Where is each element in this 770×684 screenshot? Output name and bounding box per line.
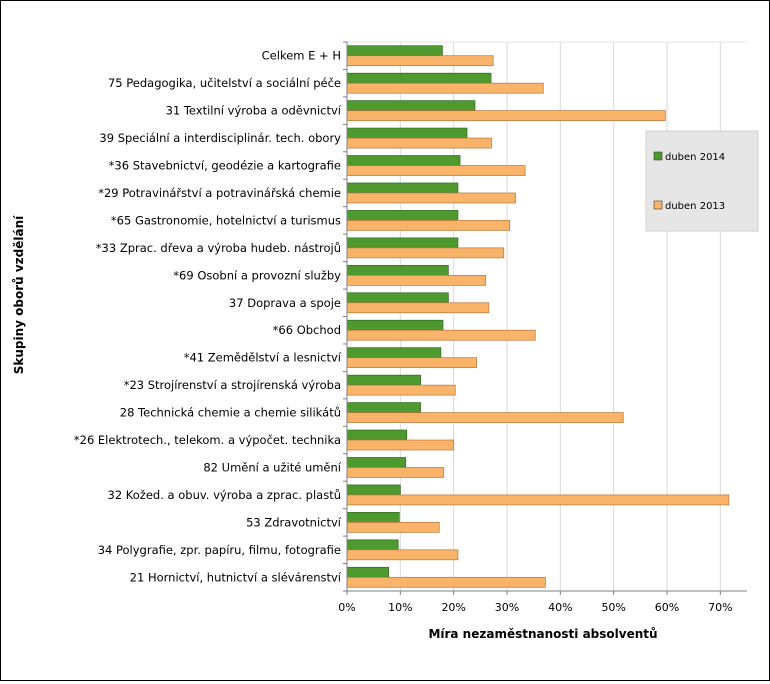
bar-duben-2013	[346, 220, 511, 231]
x-tick-label: 30%	[495, 601, 519, 614]
category-label: 37 Doprava a spoje	[229, 296, 341, 310]
bar-duben-2013	[346, 329, 536, 341]
x-axis-title: Míra nezaměstnanosti absolventů	[428, 627, 657, 641]
legend-label-duben-2013: duben 2013	[665, 201, 725, 212]
category-label: 82 Umění a užité umění	[203, 460, 341, 474]
bar-duben-2013	[346, 165, 526, 176]
bar-duben-2014	[346, 484, 401, 496]
bar-duben-2013	[346, 55, 494, 67]
bar-duben-2014	[346, 566, 389, 578]
category-labels: Celkem E + H 75 Pedagogika, učitelství a …	[74, 49, 342, 585]
category-label: 28 Technická chemie a chemie silikátů	[120, 406, 341, 420]
bar-duben-2014	[346, 264, 449, 276]
bar-duben-2013	[346, 357, 477, 369]
bar-duben-2013	[346, 110, 666, 121]
x-tick-label: 20%	[441, 601, 465, 614]
bar-duben-2013	[346, 494, 730, 506]
bar-duben-2013	[346, 549, 459, 561]
category-label: 31 Textilní výroba a oděvnictví	[166, 104, 342, 118]
bar-duben-2013	[346, 82, 544, 94]
axis-layer: 0% 10% 20% 30% 40% 50% 60% 70%	[338, 41, 747, 614]
bar-duben-2014	[346, 539, 399, 551]
bar-duben-2014	[346, 182, 459, 194]
bar-duben-2014	[346, 292, 449, 304]
category-label: *69 Osobní a provozní služby	[173, 268, 341, 282]
bar-duben-2013	[346, 192, 516, 204]
category-label: 53 Zdravotnictví	[246, 515, 342, 529]
category-label: *23 Strojírenství a strojírenská výroba	[124, 378, 341, 392]
bar-duben-2013	[346, 412, 624, 423]
category-label: 32 Kožed. a obuv. výroba a zprac. plastů	[108, 488, 341, 502]
bar-duben-2014	[346, 210, 459, 221]
bar-duben-2014	[346, 319, 444, 331]
category-label: 39 Speciální a interdisciplinár. tech. o…	[99, 131, 341, 145]
bar-duben-2013	[346, 137, 492, 149]
category-label: *41 Zemědělství a lesnictví	[184, 351, 342, 365]
bar-duben-2014	[346, 127, 468, 139]
x-tick-label: 70%	[708, 601, 732, 614]
bar-duben-2013	[346, 439, 455, 451]
bar-duben-2014	[346, 347, 442, 359]
legend-box	[645, 130, 759, 232]
x-tick-label: 60%	[655, 601, 679, 614]
bar-duben-2014	[346, 155, 461, 166]
legend-label-duben-2014: duben 2014	[665, 152, 725, 163]
legend: duben 2014 duben 2013	[645, 130, 759, 232]
category-label: *65 Gastronomie, hotelnictví a turismus	[111, 213, 341, 227]
bar-duben-2014	[346, 374, 421, 386]
x-tick-label: 0%	[338, 601, 355, 614]
legend-swatch-duben-2014	[653, 151, 663, 161]
y-axis-title: Skupiny oborů vzdělání	[12, 215, 26, 374]
bar-duben-2014	[346, 457, 407, 468]
bar-duben-2014	[346, 72, 492, 84]
category-label: *33 Zprac. dřeva a výroba hudeb. nástroj…	[96, 241, 341, 255]
bar-duben-2014	[346, 512, 400, 523]
category-label: *36 Stavebnictví, geodézie a kartografie	[109, 159, 341, 173]
category-label: 34 Polygrafie, zpr. papíru, filmu, fotog…	[98, 543, 341, 557]
bar-duben-2013	[346, 384, 456, 396]
bar-duben-2013	[346, 467, 444, 478]
category-label: *66 Obchod	[273, 323, 341, 337]
category-label: 75 Pedagogika, učitelství a sociální péč…	[108, 76, 341, 90]
x-tick-label: 40%	[548, 601, 572, 614]
x-tick-label: 50%	[601, 601, 625, 614]
category-label: *26 Elektrotech., telekom. a výpočet. te…	[74, 433, 341, 447]
bar-duben-2014	[346, 402, 421, 413]
bar-duben-2013	[346, 576, 546, 588]
grid-layer	[347, 41, 747, 591]
bars-layer	[346, 45, 730, 588]
bar-duben-2014	[346, 45, 443, 57]
bar-duben-2013	[346, 247, 505, 259]
bar-duben-2013	[346, 302, 490, 314]
bar-duben-2013	[346, 274, 487, 286]
bar-duben-2014	[346, 429, 408, 441]
x-tick-label: 10%	[388, 601, 412, 614]
bar-duben-2014	[346, 100, 476, 111]
category-label: 21 Hornictví, hutnictví a slévárenství	[130, 570, 342, 584]
bar-duben-2014	[346, 237, 459, 249]
legend-swatch-duben-2013	[653, 200, 663, 210]
bar-duben-2013	[346, 522, 440, 533]
category-label: *29 Potravinářství a potravinářská chemi…	[98, 186, 341, 200]
category-label: Celkem E + H	[262, 49, 341, 63]
